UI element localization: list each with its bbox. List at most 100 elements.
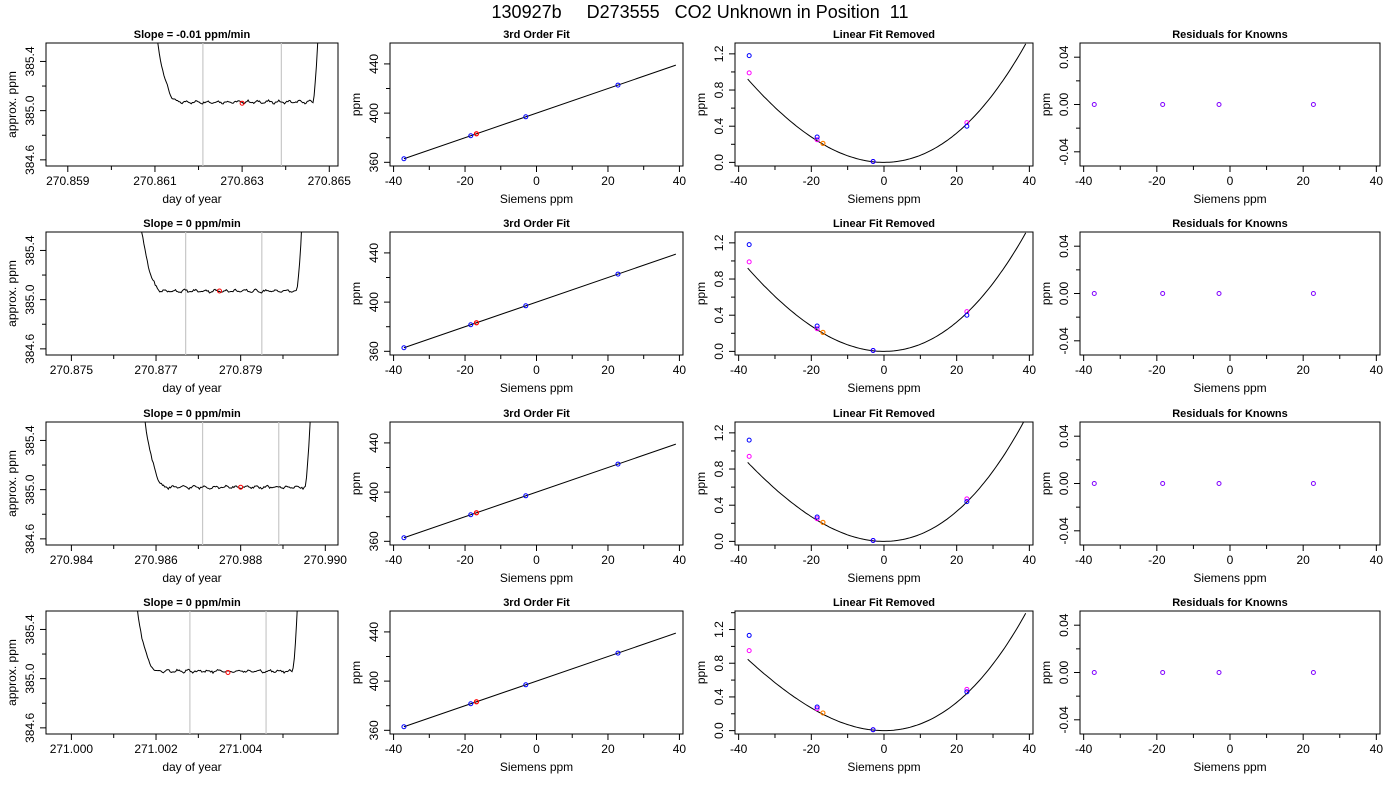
residual-point <box>1160 481 1166 486</box>
y-tick-label: -0.04 <box>1057 706 1071 734</box>
x-tick-label: 270.859 <box>46 174 90 188</box>
known-point <box>401 724 407 730</box>
y-tick-label: 0.0 <box>712 154 726 171</box>
x-tick-label: 40 <box>1023 742 1037 756</box>
y-tick-label: 0.0 <box>712 343 726 360</box>
y-axis-label: ppm <box>1039 472 1053 495</box>
fit-curve <box>747 232 1027 352</box>
y-tick-label: 400 <box>367 103 381 123</box>
fit-point <box>814 516 820 522</box>
y-tick-label: 384.6 <box>23 145 37 175</box>
panel-r3-c3: Linear Fit Removed -40 -20 0 20 40 0.0 0.4 0.8 1.… <box>694 408 1036 585</box>
y-tick-label: 360 <box>367 341 381 361</box>
x-axis-label: Siemens ppm <box>500 760 573 774</box>
x-tick-label: 0 <box>881 363 888 377</box>
y-tick-label: 385.4 <box>23 425 37 455</box>
x-tick-label: 0 <box>1227 363 1234 377</box>
x-tick-label: 40 <box>673 553 687 567</box>
x-tick-label: 20 <box>601 742 615 756</box>
y-axis-label: approx. ppm <box>5 71 19 138</box>
x-tick-label: -20 <box>1148 742 1166 756</box>
y-tick-label: 0.04 <box>1057 45 1071 69</box>
known-point <box>814 704 820 710</box>
x-tick-label: 0 <box>533 174 540 188</box>
x-tick-label: -40 <box>385 174 403 188</box>
residual-point <box>1310 102 1316 107</box>
known-point <box>964 312 970 318</box>
y-tick-label: 440 <box>367 243 381 263</box>
y-tick-label: 385.0 <box>23 95 37 125</box>
x-axis-label: Siemens ppm <box>1193 571 1266 585</box>
x-tick-label: 0 <box>881 742 888 756</box>
plot-frame <box>734 42 1034 167</box>
y-axis-label: ppm <box>349 282 363 305</box>
x-tick-label: -20 <box>456 363 474 377</box>
unknown-point <box>473 131 480 137</box>
known-point <box>964 499 970 505</box>
x-axis-label: Siemens ppm <box>1193 760 1266 774</box>
known-point <box>870 727 876 733</box>
panel-title: Residuals for Knowns <box>1172 218 1288 230</box>
fit-point <box>746 70 752 76</box>
x-axis-label: day of year <box>162 760 221 774</box>
y-tick-label: 385.4 <box>23 46 37 76</box>
fit-line <box>403 64 677 160</box>
residual-point <box>1216 481 1222 486</box>
plot-area <box>141 232 302 355</box>
x-tick-label: 20 <box>950 553 964 567</box>
unknown-point <box>820 329 826 335</box>
y-tick-label: 385.0 <box>23 474 37 504</box>
panel-title: Residuals for Knowns <box>1172 29 1288 41</box>
known-point <box>523 682 529 688</box>
fit-point <box>814 137 820 143</box>
y-tick-label: 385.4 <box>23 235 37 265</box>
x-tick-label: 20 <box>601 553 615 567</box>
x-tick-label: -40 <box>385 363 403 377</box>
x-tick-label: 271.000 <box>50 742 94 756</box>
x-tick-label: 20 <box>950 363 964 377</box>
x-tick-label: 20 <box>601 174 615 188</box>
y-tick-label: 0.04 <box>1057 613 1071 637</box>
x-tick-label: 40 <box>673 363 687 377</box>
x-tick-label: -20 <box>803 742 821 756</box>
panel-r2-c4: Residuals for Knowns -40 -20 0 20 40 -0.04 0.00… <box>1039 218 1383 395</box>
x-axis-label: Siemens ppm <box>847 571 920 585</box>
x-tick-label: 40 <box>1370 553 1384 567</box>
panel-r4-c2: 3rd Order Fit -40 -20 0 20 40 360 400 440 Siemens… <box>349 597 686 774</box>
y-axis-label: ppm <box>349 661 363 684</box>
residual-point <box>1310 291 1316 296</box>
plot-frame <box>45 421 339 546</box>
fit-line <box>403 632 677 728</box>
y-tick-label: 1.2 <box>712 234 726 251</box>
x-tick-label: 20 <box>1296 742 1310 756</box>
plot-frame <box>1079 231 1381 356</box>
x-tick-label: 270.863 <box>220 174 264 188</box>
plot-area <box>746 422 1025 543</box>
fit-curve <box>747 613 1027 732</box>
plot-area <box>401 632 677 730</box>
plot-frame <box>1079 42 1381 167</box>
plot-area <box>746 613 1027 733</box>
x-axis-label: day of year <box>162 381 221 395</box>
plot-area <box>1091 670 1316 675</box>
x-tick-label: 270.877 <box>134 363 178 377</box>
x-tick-label: -20 <box>803 553 821 567</box>
panel-title: Slope = 0 ppm/min <box>143 218 241 230</box>
y-tick-label: 400 <box>367 292 381 312</box>
panel-r3-c1: Slope = 0 ppm/min 270.984 270.986 270.988 27… <box>5 408 347 585</box>
y-tick-label: 384.6 <box>23 713 37 743</box>
plot-frame <box>389 421 684 546</box>
y-tick-label: -0.04 <box>1057 327 1071 355</box>
residual-point <box>1216 670 1222 675</box>
panel-r3-c2: 3rd Order Fit -40 -20 0 20 40 360 400 440 Siemens… <box>349 408 686 585</box>
y-tick-label: 0.8 <box>712 460 726 477</box>
x-tick-label: 271.004 <box>219 742 263 756</box>
mean-point <box>239 100 245 106</box>
x-tick-label: 40 <box>1023 174 1037 188</box>
plot-frame <box>45 231 339 356</box>
mean-point <box>217 288 223 294</box>
y-tick-label: 385.4 <box>23 614 37 644</box>
plot-frame <box>734 231 1034 356</box>
x-tick-label: 0 <box>1227 742 1234 756</box>
x-tick-label: 20 <box>1296 553 1310 567</box>
